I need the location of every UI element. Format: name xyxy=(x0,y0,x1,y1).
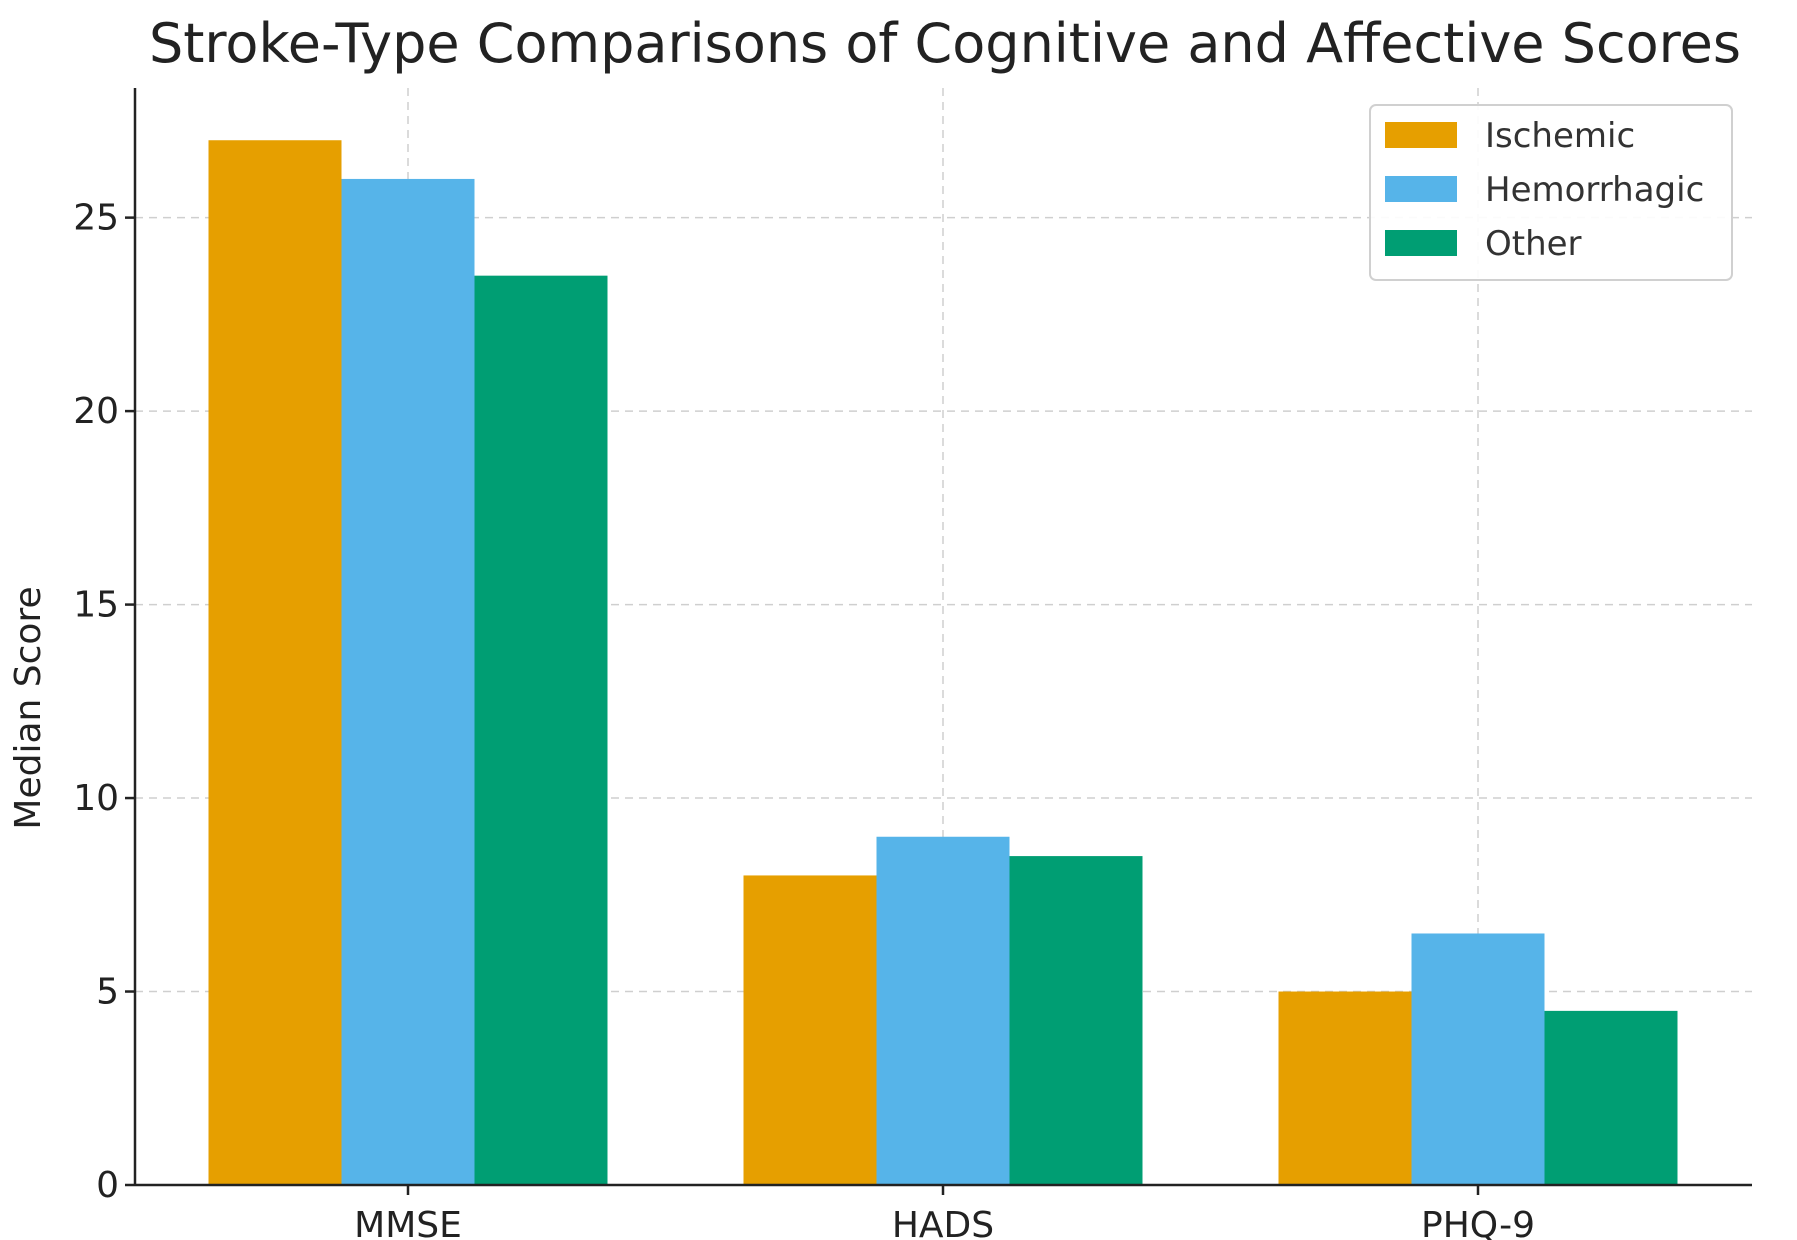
legend-swatch-hemorrhagic xyxy=(1385,176,1457,202)
bar-ischemic-hads xyxy=(743,875,877,1185)
y-tick-label: 5 xyxy=(96,972,119,1013)
bar-hemorrhagic-mmse xyxy=(341,178,475,1185)
bar-other-phq-9 xyxy=(1544,1010,1678,1185)
bar-other-mmse xyxy=(474,275,608,1186)
bar-ischemic-mmse xyxy=(208,140,342,1186)
bar-hemorrhagic-hads xyxy=(876,836,1010,1185)
x-tick-label: MMSE xyxy=(354,1205,462,1240)
y-tick-label: 0 xyxy=(96,1165,119,1206)
bar-hemorrhagic-phq-9 xyxy=(1411,933,1545,1185)
legend-label-hemorrhagic: Hemorrhagic xyxy=(1485,170,1704,210)
bars xyxy=(208,140,1678,1186)
y-tick-label: 10 xyxy=(73,778,119,819)
chart-title: Stroke-Type Comparisons of Cognitive and… xyxy=(149,12,1741,75)
legend-box xyxy=(1369,104,1733,281)
axes xyxy=(125,88,1752,1195)
legend-label-other: Other xyxy=(1485,224,1582,264)
x-tick-label: PHQ-9 xyxy=(1421,1205,1535,1240)
y-axis-title: Median Score xyxy=(8,586,49,829)
y-tick-label: 25 xyxy=(73,198,119,239)
legend: Ischemic Hemorrhagic Other xyxy=(1369,104,1733,281)
x-tick-label: HADS xyxy=(892,1205,994,1240)
legend-swatch-ischemic xyxy=(1385,122,1457,148)
y-tick-label: 15 xyxy=(73,585,119,626)
legend-label-ischemic: Ischemic xyxy=(1485,116,1635,156)
tick-labels: 0 5 10 15 20 25 MMSE HADS PHQ-9 xyxy=(73,198,1535,1240)
bar-ischemic-phq-9 xyxy=(1278,991,1412,1185)
legend-swatch-other xyxy=(1385,230,1457,256)
bar-other-hads xyxy=(1009,856,1143,1185)
y-tick-label: 20 xyxy=(73,391,119,432)
